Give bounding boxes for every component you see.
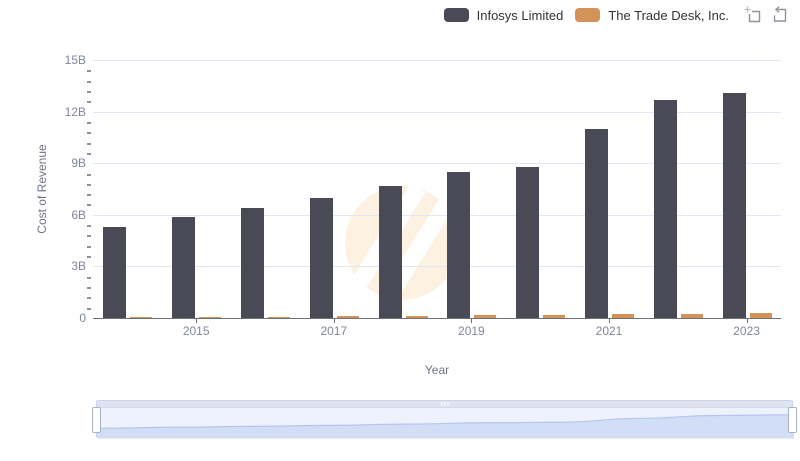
toolbox: [743, 5, 790, 25]
y-minor-tick: [87, 245, 91, 248]
y-minor-tick: [87, 121, 91, 124]
bar-trade-desk-2023[interactable]: [749, 312, 772, 318]
legend: Infosys Limited The Trade Desk, Inc.: [443, 5, 790, 25]
bar-infosys-2015[interactable]: [172, 216, 196, 318]
y-minor-tick: [87, 276, 91, 279]
y-minor-tick: [87, 173, 91, 176]
x-tick: [609, 318, 610, 323]
gridline: [93, 266, 781, 268]
y-minor-tick: [87, 297, 91, 300]
y-tick-label: 6B: [71, 207, 86, 222]
bar-infosys-2020[interactable]: [516, 166, 540, 318]
y-tick-label: 9B: [71, 156, 86, 171]
y-minor-tick: [87, 101, 91, 104]
watermark-logo-icon: [345, 186, 459, 300]
y-minor-tick: [87, 256, 91, 259]
y-minor-tick: [87, 142, 91, 145]
bar-infosys-2019[interactable]: [447, 171, 471, 318]
bar-trade-desk-2017[interactable]: [336, 316, 359, 318]
x-tick-label: 2015: [182, 324, 210, 338]
legend-label-trade-desk: The Trade Desk, Inc.: [608, 7, 729, 23]
y-tick-label: 12B: [64, 104, 86, 119]
x-tick-label: 2017: [320, 324, 348, 338]
bar-infosys-2022[interactable]: [653, 99, 677, 318]
legend-item-trade-desk[interactable]: The Trade Desk, Inc.: [575, 8, 729, 23]
y-minor-tick: [87, 80, 91, 83]
legend-label-infosys: Infosys Limited: [476, 7, 564, 23]
toolbox-zoom-button[interactable]: [743, 5, 763, 25]
gridline: [93, 214, 781, 216]
y-tick-label: 0: [79, 311, 86, 325]
datazoom-grip-icon: [441, 402, 448, 406]
y-minor-tick: [87, 70, 91, 73]
x-tick-label: 2021: [595, 324, 623, 338]
restore-icon: [773, 6, 787, 22]
bar-infosys-2023[interactable]: [722, 92, 746, 318]
bar-infosys-2014[interactable]: [103, 226, 127, 318]
x-tick-label: 2019: [458, 324, 485, 338]
y-tick-label: 3B: [71, 259, 86, 274]
datazoom-track: [97, 414, 794, 439]
toolbox-restore-button[interactable]: [770, 5, 790, 25]
datazoom-move-strip[interactable]: [97, 401, 792, 408]
y-minor-tick: [87, 225, 91, 228]
datazoom-slider[interactable]: [92, 400, 797, 439]
x-axis-line: [93, 318, 781, 319]
y-minor-tick: [87, 132, 91, 135]
y-minor-tick: [87, 152, 91, 155]
y-minor-tick: [87, 183, 91, 186]
datazoom-left-handle[interactable]: [92, 407, 101, 433]
bar-infosys-2018[interactable]: [378, 185, 402, 318]
datazoom-area-fill: [97, 414, 794, 439]
bar-infosys-2016[interactable]: [241, 207, 264, 318]
y-minor-tick: [87, 204, 91, 207]
datazoom-right-handle[interactable]: [788, 407, 797, 433]
bar-trade-desk-2018[interactable]: [405, 315, 428, 318]
y-tick-label: 15B: [64, 53, 86, 67]
y-minor-tick: [87, 287, 91, 290]
bar-infosys-2021[interactable]: [585, 128, 608, 318]
zoom-select-icon: [744, 6, 761, 23]
bar-trade-desk-2022[interactable]: [680, 313, 703, 318]
bar-trade-desk-2014[interactable]: [130, 317, 153, 318]
x-axis-title: Year: [424, 363, 450, 377]
gridline: [93, 111, 781, 113]
x-tick: [746, 318, 748, 323]
y-minor-tick: [87, 90, 91, 93]
x-tick: [196, 318, 198, 323]
gridline: [93, 60, 781, 61]
legend-swatch-infosys: [443, 8, 469, 22]
y-minor-tick: [87, 307, 91, 310]
chart-area: Cost of Revenue 0 3B 6B 9B 12B 15B 2015 2017 201…: [35, 53, 781, 377]
bar-trade-desk-2015[interactable]: [199, 317, 222, 318]
bar-trade-desk-2020[interactable]: [543, 314, 566, 318]
y-minor-tick: [87, 194, 91, 197]
legend-item-infosys[interactable]: Infosys Limited: [443, 7, 564, 23]
bar-trade-desk-2021[interactable]: [612, 314, 634, 318]
x-tick: [333, 318, 335, 323]
datazoom-area-line: [97, 414, 794, 429]
gridline: [93, 163, 781, 165]
x-tick-label: 2023: [733, 324, 760, 338]
legend-swatch-trade-desk: [575, 8, 601, 22]
bar-trade-desk-2019[interactable]: [474, 315, 497, 318]
y-minor-tick: [87, 235, 91, 238]
bar-infosys-2017[interactable]: [309, 197, 333, 318]
x-tick: [471, 318, 473, 323]
bar-trade-desk-2016[interactable]: [268, 316, 290, 318]
